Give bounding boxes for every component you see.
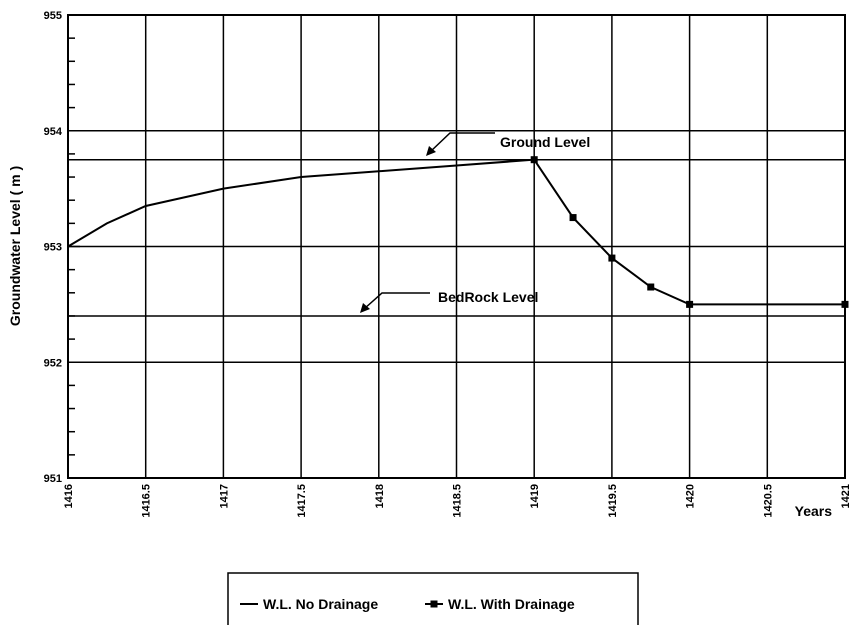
annotation-arrow: [363, 292, 430, 310]
point-marker: [530, 156, 538, 164]
x-tick-label: 1418.5: [452, 484, 464, 518]
legend-marker: [430, 600, 438, 608]
series-line: [533, 159, 845, 306]
arrow-head: [426, 146, 436, 156]
x-tick-label: 1419.5: [607, 484, 619, 518]
x-tick-label: 1421: [840, 484, 852, 508]
point-marker: [608, 254, 616, 262]
x-tick-label: 1416: [63, 484, 75, 508]
series-line: [67, 158, 535, 248]
y-tick-label: 954: [44, 126, 63, 138]
x-tick-label: 1417.5: [296, 484, 308, 518]
point-marker: [569, 214, 577, 222]
point-marker: [686, 300, 694, 308]
x-tick-label: 1420: [685, 484, 697, 508]
legend-label: W.L. With Drainage: [448, 596, 575, 612]
annotation-arrow: [429, 132, 495, 153]
arrow-head: [360, 303, 370, 313]
annotation: Ground Level: [500, 134, 590, 150]
x-axis-label: Years: [795, 503, 833, 519]
x-tick-label: 1420.5: [762, 484, 774, 518]
y-tick-label: 955: [44, 10, 62, 22]
point-marker: [647, 283, 655, 291]
legend-box: [227, 572, 639, 625]
x-tick-label: 1419: [529, 484, 541, 508]
annotation: BedRock Level: [438, 289, 538, 305]
y-tick-label: 953: [44, 242, 62, 254]
y-tick-label: 952: [44, 357, 62, 369]
x-tick-label: 1416.5: [141, 484, 153, 518]
y-axis-label: Groundwater Level ( m ): [7, 166, 23, 326]
x-tick-label: 1418: [374, 484, 386, 508]
x-tick-label: 1417: [218, 484, 230, 508]
legend-label: W.L. No Drainage: [263, 596, 378, 612]
point-marker: [841, 300, 849, 308]
y-tick-label: 951: [44, 473, 62, 485]
